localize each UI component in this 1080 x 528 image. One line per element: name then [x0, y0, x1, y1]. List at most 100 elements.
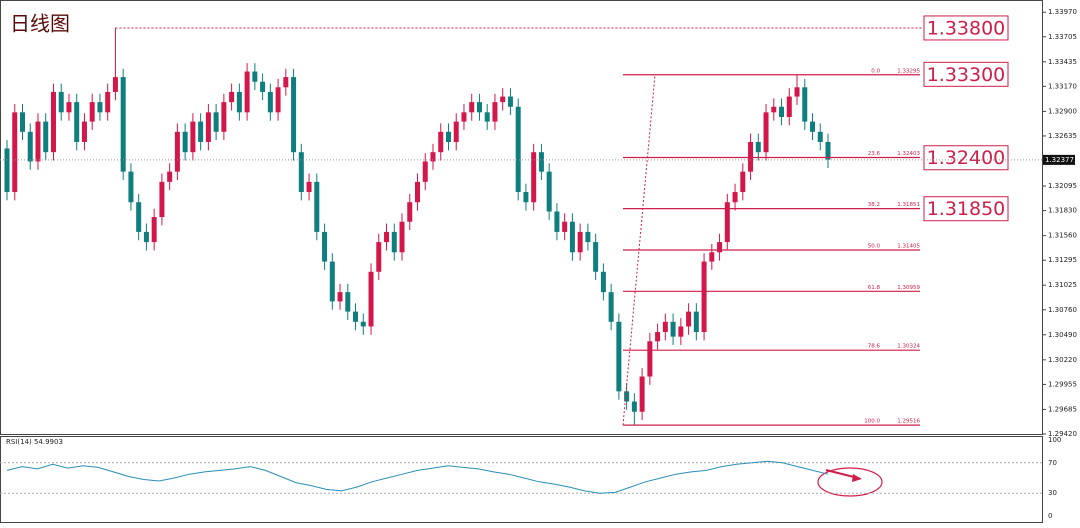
candle-body: [701, 261, 707, 333]
key-level-label: 1.33800: [927, 17, 1006, 39]
fib-price: 1.32403: [897, 151, 920, 157]
candle-body: [577, 231, 583, 253]
fib-ratio: 0.0: [871, 68, 880, 74]
y-tick-label: 1.32900: [1048, 107, 1077, 115]
y-tick-label: 1.33435: [1048, 58, 1077, 66]
highlight-ellipse: [817, 467, 883, 497]
candle-body: [422, 161, 428, 182]
candle-body: [639, 376, 645, 412]
key-level-box: [923, 15, 1009, 41]
candle-body: [213, 112, 219, 132]
rsi-tick-label: 100: [1048, 436, 1061, 444]
candle-body: [438, 131, 444, 153]
y-tick-label: 1.31025: [1048, 281, 1077, 289]
candle-body: [66, 102, 72, 113]
candle-body: [12, 112, 18, 193]
y-tick-label: 1.31830: [1048, 207, 1077, 215]
candle-body: [469, 102, 475, 113]
candle-body: [453, 121, 459, 142]
candle-body: [252, 71, 258, 82]
candle-body: [531, 152, 537, 203]
rsi-label: RSI(14) 54.9903: [6, 438, 63, 446]
candle-body: [670, 321, 676, 337]
candle-body: [693, 311, 699, 333]
candle-body: [445, 131, 451, 142]
candle-body: [678, 326, 684, 337]
candle-body: [817, 131, 823, 142]
candle-body: [283, 77, 289, 88]
candle-body: [143, 231, 149, 243]
candle-body: [562, 221, 568, 232]
candle-body: [662, 321, 668, 333]
chart-title: 日线图: [10, 12, 70, 36]
candle-body: [430, 152, 436, 162]
candle-body: [461, 112, 467, 122]
candle-body: [190, 121, 196, 153]
candle-body: [353, 311, 359, 322]
rsi-panel: [0, 436, 1043, 523]
fib-price: 1.30959: [897, 285, 920, 291]
y-tick-label: 1.31560: [1048, 232, 1077, 240]
candle-body: [631, 401, 637, 412]
candle-body: [763, 112, 769, 153]
rsi-tick-label: 0: [1048, 512, 1052, 520]
candle-body: [221, 102, 227, 132]
y-tick-label: 1.33970: [1048, 8, 1077, 16]
candle-body: [492, 102, 498, 122]
candle-body: [120, 77, 126, 172]
key-level-label: 1.33300: [927, 64, 1006, 86]
candle-body: [182, 131, 188, 153]
candle-body: [384, 231, 390, 243]
fib-ratio: 61.8: [868, 285, 881, 291]
candle-body: [755, 141, 761, 153]
y-tick-label: 1.29420: [1048, 430, 1077, 438]
key-level-box: [923, 61, 1009, 87]
candle-body: [174, 131, 180, 172]
candle-body: [136, 202, 142, 232]
candle-body: [810, 121, 816, 132]
fib-ratio: 100.0: [864, 419, 880, 425]
candle-body: [748, 141, 754, 172]
candle-body: [81, 121, 87, 142]
y-tick-label: 1.33170: [1048, 82, 1077, 90]
candle-body: [500, 96, 506, 103]
candle-body: [771, 106, 777, 113]
candle-body: [655, 332, 661, 342]
fib-ratio: 23.6: [868, 151, 881, 157]
candle-body: [43, 121, 49, 153]
y-tick-label: 1.29685: [1048, 405, 1077, 413]
candle-body: [368, 271, 374, 327]
candle-body: [35, 121, 41, 162]
last-price-label: 1.32377: [1045, 156, 1074, 164]
candle-body: [391, 231, 397, 253]
candle-body: [616, 321, 622, 392]
arrow-head: [852, 474, 862, 482]
candle-body: [407, 202, 413, 222]
candle-body: [476, 102, 482, 113]
key-level-label: 1.32400: [927, 147, 1006, 169]
y-tick-label: 1.31295: [1048, 256, 1077, 264]
candle-body: [50, 91, 56, 153]
candle-body: [794, 87, 800, 97]
candle-body: [484, 112, 490, 122]
fib-trend: [622, 74, 656, 426]
candle-body: [360, 321, 366, 327]
candle-body: [825, 141, 831, 160]
candle-body: [779, 106, 785, 117]
candle-body: [585, 231, 591, 243]
candle-body: [151, 217, 157, 243]
candle-body: [647, 341, 653, 377]
candle-body: [740, 171, 746, 193]
candle-body: [786, 96, 792, 117]
candle-body: [399, 221, 405, 253]
candle-body: [74, 102, 80, 142]
last-price-box: [1043, 154, 1075, 165]
fib-ratio: 50.0: [868, 243, 881, 249]
candle-body: [624, 391, 630, 402]
fib-price: 1.30324: [897, 344, 920, 350]
fib-price: 1.31405: [897, 243, 920, 249]
candle-body: [19, 112, 25, 132]
candle-body: [198, 121, 204, 142]
candle-body: [322, 231, 328, 262]
fib-price: 1.31851: [897, 202, 920, 208]
